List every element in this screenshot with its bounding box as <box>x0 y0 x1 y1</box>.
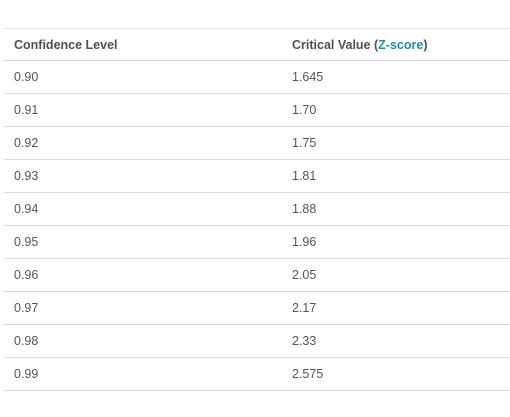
cell-critical-value: 1.645 <box>282 60 510 94</box>
cell-confidence: 0.94 <box>4 192 282 226</box>
cell-critical-value: 2.575 <box>282 357 510 391</box>
table-row: 0.92 1.75 <box>4 126 510 160</box>
header-confidence-level: Confidence Level <box>4 28 282 61</box>
header-critical-prefix: Critical Value ( <box>292 37 379 52</box>
table-row: 0.96 2.05 <box>4 258 510 292</box>
cell-confidence: 0.97 <box>4 291 282 325</box>
cell-critical-value: 1.88 <box>282 192 510 226</box>
table-body: 0.90 1.645 0.91 1.70 0.92 1.75 0.93 1.81… <box>4 60 510 391</box>
confidence-critical-value-table: Confidence Level Critical Value (Z-score… <box>4 28 510 391</box>
z-score-link[interactable]: Z-score <box>378 37 424 52</box>
cell-confidence: 0.92 <box>4 126 282 160</box>
cell-critical-value: 2.33 <box>282 324 510 358</box>
table-row: 0.93 1.81 <box>4 159 510 193</box>
cell-critical-value: 1.96 <box>282 225 510 259</box>
header-critical-value: Critical Value (Z-score) <box>282 28 510 61</box>
table-row: 0.98 2.33 <box>4 324 510 358</box>
cell-critical-value: 2.17 <box>282 291 510 325</box>
header-critical-suffix: ) <box>423 37 428 52</box>
table-row: 0.94 1.88 <box>4 192 510 226</box>
cell-confidence: 0.98 <box>4 324 282 358</box>
cell-critical-value: 1.70 <box>282 93 510 127</box>
cell-confidence: 0.93 <box>4 159 282 193</box>
cell-confidence: 0.96 <box>4 258 282 292</box>
cell-critical-value: 1.81 <box>282 159 510 193</box>
cell-confidence: 0.91 <box>4 93 282 127</box>
table-row: 0.90 1.645 <box>4 60 510 94</box>
table-row: 0.91 1.70 <box>4 93 510 127</box>
confidence-table-container: Confidence Level Critical Value (Z-score… <box>4 28 510 391</box>
table-row: 0.99 2.575 <box>4 357 510 391</box>
cell-critical-value: 2.05 <box>282 258 510 292</box>
cell-critical-value: 1.75 <box>282 126 510 160</box>
cell-confidence: 0.95 <box>4 225 282 259</box>
table-row: 0.97 2.17 <box>4 291 510 325</box>
table-row: 0.95 1.96 <box>4 225 510 259</box>
cell-confidence: 0.99 <box>4 357 282 391</box>
table-header-row: Confidence Level Critical Value (Z-score… <box>4 28 510 61</box>
table-header: Confidence Level Critical Value (Z-score… <box>4 28 510 61</box>
cell-confidence: 0.90 <box>4 60 282 94</box>
